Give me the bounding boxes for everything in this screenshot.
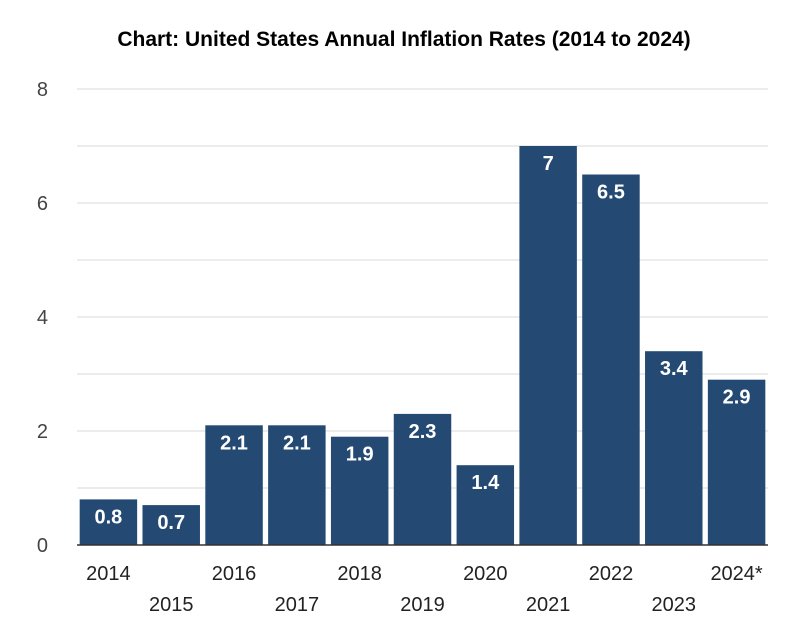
data-label: 1.9 bbox=[346, 444, 374, 466]
y-tick-label: 6 bbox=[37, 193, 48, 215]
x-tick-label: 2020 bbox=[463, 563, 508, 585]
x-tick-label: 2014 bbox=[86, 563, 131, 585]
x-tick-label: 2019 bbox=[400, 594, 445, 616]
y-tick-label: 0 bbox=[37, 535, 48, 557]
data-label: 2.3 bbox=[409, 421, 437, 443]
data-label: 1.4 bbox=[471, 472, 500, 494]
data-label: 2.9 bbox=[723, 387, 751, 409]
data-label: 2.1 bbox=[220, 432, 248, 454]
data-label: 6.5 bbox=[597, 182, 625, 204]
y-tick-label: 4 bbox=[37, 307, 48, 329]
y-axis-ticks: 0 2 4 6 8 bbox=[37, 79, 48, 557]
data-label: 0.7 bbox=[157, 512, 185, 534]
data-label: 3.4 bbox=[660, 358, 689, 380]
bar bbox=[519, 146, 576, 545]
data-label: 7 bbox=[543, 153, 554, 175]
x-tick-label: 2018 bbox=[337, 563, 382, 585]
bar bbox=[582, 175, 639, 546]
x-tick-label: 2021 bbox=[526, 594, 571, 616]
bars bbox=[80, 146, 766, 545]
data-label: 2.1 bbox=[283, 432, 311, 454]
y-tick-label: 8 bbox=[37, 79, 48, 101]
x-tick-label: 2022 bbox=[589, 563, 634, 585]
x-tick-label: 2016 bbox=[212, 563, 257, 585]
data-label: 0.8 bbox=[95, 506, 123, 528]
x-tick-label: 2017 bbox=[275, 594, 320, 616]
chart-title: Chart: United States Annual Inflation Ra… bbox=[117, 28, 690, 51]
x-tick-label: 2024* bbox=[710, 563, 762, 585]
y-tick-label: 2 bbox=[37, 421, 48, 443]
x-tick-label: 2015 bbox=[149, 594, 194, 616]
bar bbox=[645, 351, 702, 545]
x-tick-label: 2023 bbox=[652, 594, 697, 616]
x-axis-ticks: 2014 2015 2016 2017 2018 2019 2020 2021 2022 2023… bbox=[86, 563, 763, 616]
